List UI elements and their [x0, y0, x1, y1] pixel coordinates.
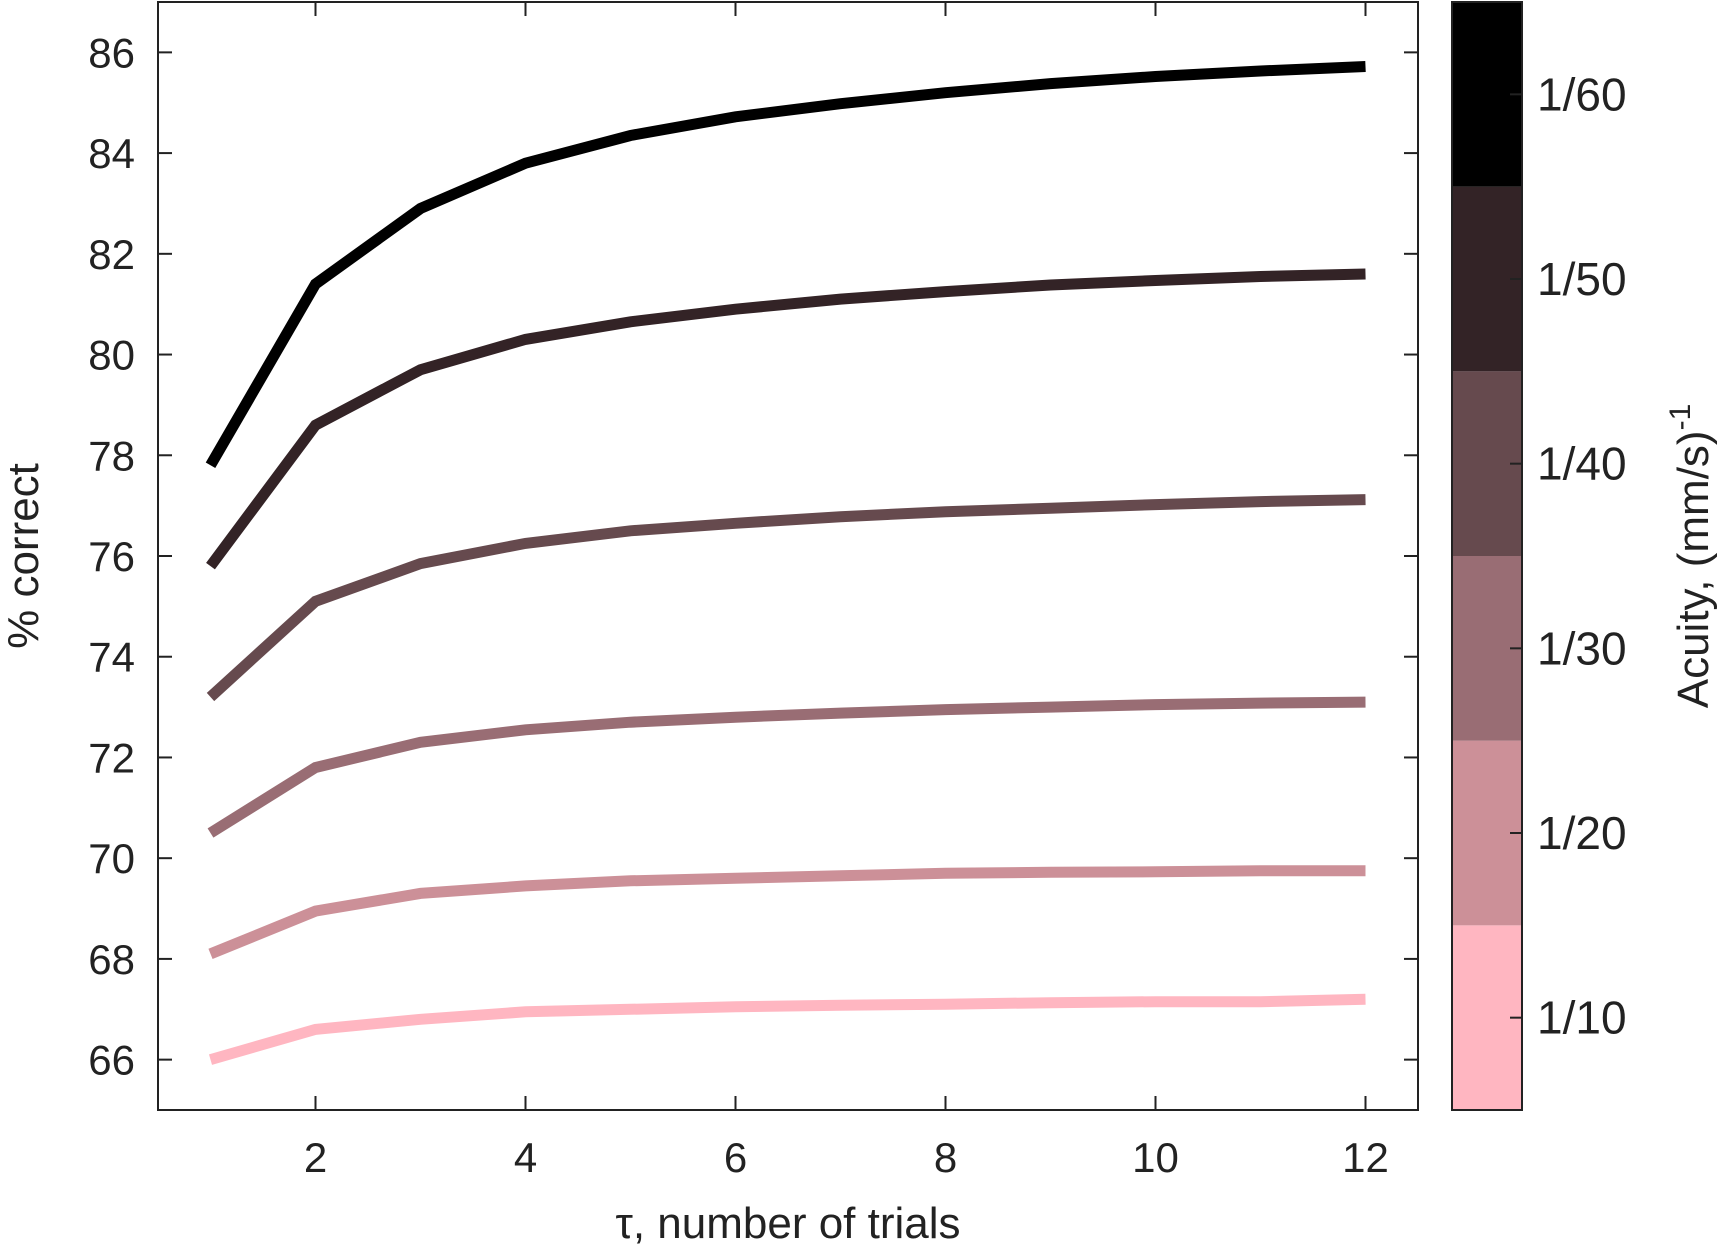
y-tick-label: 66	[88, 1037, 135, 1084]
x-tick-label: 4	[514, 1134, 537, 1181]
x-tick-label: 10	[1132, 1134, 1179, 1181]
colorbar-tick-label: 1/40	[1537, 438, 1627, 490]
y-tick-label: 70	[88, 835, 135, 882]
colorbar-label-exponent: -1	[1664, 404, 1697, 431]
series-line-1-20	[208, 865, 1366, 959]
colorbar-tick-label: 1/30	[1537, 622, 1627, 674]
colorbar-tick-label: 1/10	[1537, 992, 1627, 1044]
series-line-1-60	[205, 61, 1366, 469]
colorbar-label: Acuity, (mm/s)-1	[1664, 404, 1718, 709]
x-axis-label: τ, number of trials	[615, 1199, 960, 1248]
series-line-1-50	[206, 268, 1366, 570]
y-axis-label: % correct	[0, 463, 48, 649]
x-tick-label: 6	[724, 1134, 747, 1181]
y-tick-label: 76	[88, 533, 135, 580]
colorbar-tick-label: 1/50	[1537, 253, 1627, 305]
y-tick-label: 74	[88, 634, 135, 681]
y-tick-label: 86	[88, 29, 135, 76]
colorbar-tick-label: 1/20	[1537, 807, 1627, 859]
colorbar-label-text: Acuity, (mm/s)	[1669, 430, 1718, 708]
colorbar-tick-label: 1/60	[1537, 68, 1627, 120]
plot-lines	[205, 61, 1366, 1065]
y-axis: 66 68 70 72 74 76 78 80 82 84 86	[88, 29, 1418, 1084]
colorbar: 1/10 1/20 1/30 1/40 1/50 1/60	[1451, 1, 1627, 1111]
colorbar-frame	[1451, 1, 1523, 1111]
y-tick-label: 68	[88, 936, 135, 983]
series-line-1-40	[206, 494, 1366, 702]
y-tick-label: 72	[88, 734, 135, 781]
series-line-1-10	[208, 993, 1366, 1065]
y-tick-label: 84	[88, 130, 135, 177]
x-tick-label: 2	[304, 1134, 327, 1181]
series-line-1-30	[207, 696, 1366, 838]
x-tick-label: 8	[934, 1134, 957, 1181]
x-axis: 2 4 6 8 10 12	[304, 2, 1389, 1181]
x-tick-label: 12	[1342, 1134, 1389, 1181]
y-tick-label: 80	[88, 332, 135, 379]
y-tick-label: 78	[88, 432, 135, 479]
y-tick-label: 82	[88, 231, 135, 278]
